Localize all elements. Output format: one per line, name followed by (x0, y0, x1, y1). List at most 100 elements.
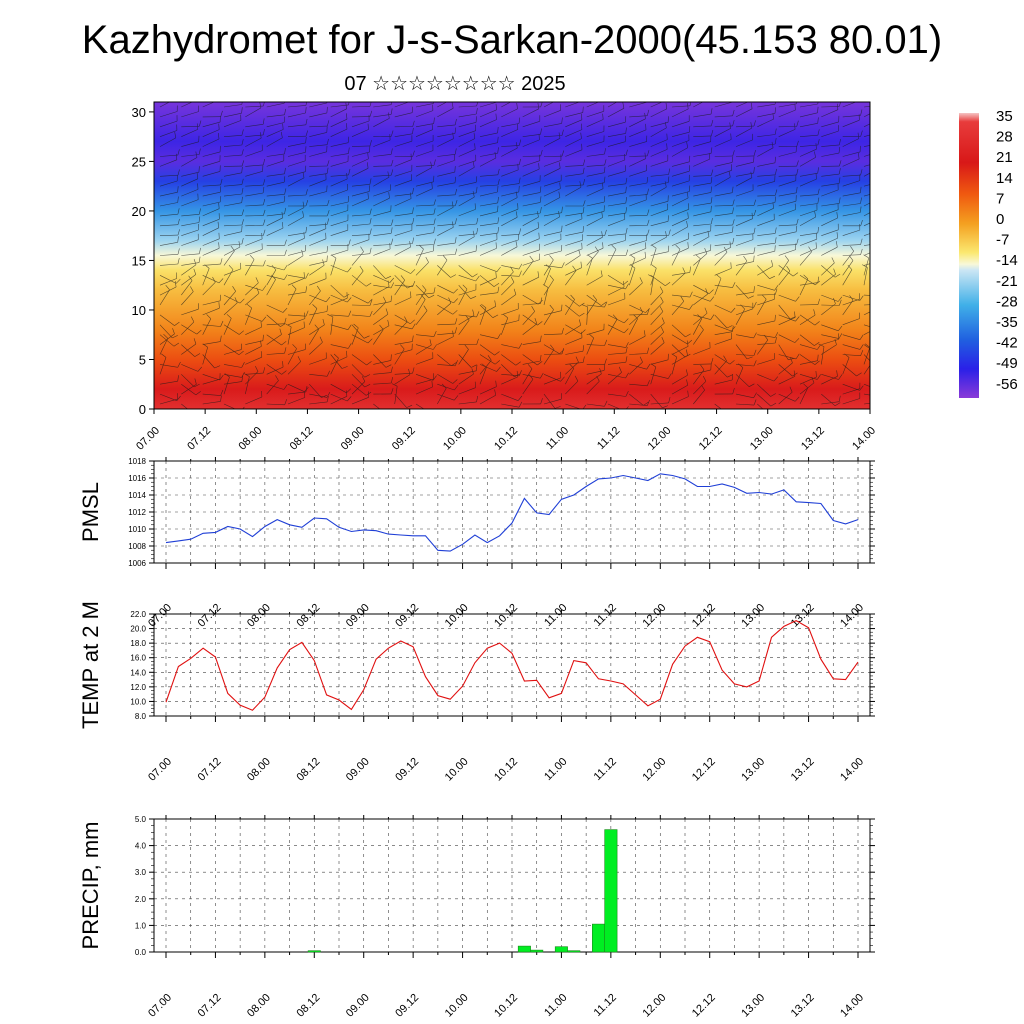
wind-barb-shaft (607, 374, 626, 379)
wind-barb-flag (814, 151, 816, 158)
wind-barb-flag (561, 206, 563, 213)
wind-barb-flag (495, 360, 500, 365)
wind-barb-shaft (735, 261, 754, 266)
wind-barb-shaft (863, 145, 870, 147)
wind-barb-flag (560, 376, 565, 382)
wind-barb-shaft (309, 308, 318, 325)
wind-barb-flag (326, 305, 328, 312)
wind-barb-flag (327, 120, 330, 127)
wind-barb-flag (346, 172, 348, 180)
wind-barb-shaft (629, 182, 648, 187)
wind-barb-shaft (799, 278, 809, 296)
wind-barb-shaft (863, 164, 870, 167)
wind-barb-shaft (757, 181, 775, 187)
wind-barb-flag (775, 288, 778, 295)
wind-barb-shaft (671, 272, 686, 286)
wind-barb-flag (476, 186, 478, 193)
wind-barb-shaft (565, 294, 580, 307)
wind-barb-shaft (415, 248, 424, 266)
wind-barb-flag (364, 384, 371, 388)
wind-barb-shaft (607, 202, 626, 207)
wind-barb-shaft (693, 312, 708, 326)
wind-barb-shaft (223, 120, 242, 128)
wind-barb-flag (517, 123, 519, 130)
wind-barb-shaft (245, 346, 262, 355)
x-tick-label: 12.00 (640, 602, 668, 630)
wind-barb-flag (579, 181, 582, 188)
wind-barb-shaft (629, 361, 643, 375)
wind-barb-flag (326, 395, 329, 402)
wind-barb-flag (518, 263, 523, 270)
wind-barb-flag (197, 94, 198, 100)
wind-barb-shaft (373, 301, 387, 316)
wind-barb-shaft (266, 279, 276, 296)
wind-barb-flag (561, 262, 565, 268)
wind-barb-flag (687, 242, 689, 249)
wind-barb-flag (686, 191, 689, 199)
wind-barb-flag (729, 360, 735, 365)
wind-barb-shaft (351, 294, 369, 304)
y-axis-title: PMSL (78, 482, 103, 542)
wind-barb-shaft (607, 286, 625, 296)
wind-barb-flag (538, 232, 540, 239)
wind-barb-flag (455, 188, 457, 195)
wind-barb-shaft (735, 284, 749, 299)
wind-barb-shaft (799, 144, 818, 147)
wind-barb-shaft (607, 249, 617, 266)
wind-barb-flag (220, 178, 223, 185)
wind-barb-shaft (202, 263, 221, 266)
wind-barb-flag (838, 333, 843, 339)
wind-barb-shaft (629, 393, 644, 406)
wind-barb-flag (519, 228, 521, 235)
wind-barb-shaft (543, 333, 563, 335)
wind-barb-flag (833, 268, 836, 275)
wind-barb-flag (473, 132, 476, 139)
wind-barb-flag (341, 366, 348, 369)
wind-barb-flag (623, 318, 629, 324)
wind-barb-shaft (159, 234, 179, 236)
wind-barb-shaft (607, 275, 624, 286)
wind-barb-shaft (394, 213, 413, 217)
wind-barb-flag (558, 132, 561, 139)
wind-barb-flag (792, 272, 799, 277)
wind-barb-flag (682, 267, 686, 274)
wind-barb-shaft (650, 311, 664, 326)
x-tick-label: 07.00 (146, 756, 174, 784)
wind-barb-flag (772, 202, 774, 209)
wind-barb-shaft (479, 174, 498, 177)
wind-barb-shaft (394, 297, 412, 306)
wind-barb-shaft (479, 152, 498, 157)
wind-barb-shaft (202, 282, 216, 296)
wind-barb-flag (367, 123, 369, 130)
wind-barb-flag (582, 106, 584, 113)
wind-barb-shaft (394, 243, 413, 246)
wind-barb-shaft (437, 227, 454, 236)
wind-barb-shaft (607, 159, 625, 167)
wind-barb-shaft (458, 138, 475, 147)
wind-barb-flag (302, 171, 305, 178)
wind-barb-flag (589, 333, 594, 339)
wind-barb-shaft (287, 207, 305, 217)
wind-barb-flag (408, 368, 411, 375)
wind-barb-shaft (245, 204, 264, 207)
wind-barb-flag (177, 229, 180, 236)
wind-barb-shaft (629, 248, 647, 256)
wind-barb-flag (495, 113, 497, 120)
wind-barb-shaft (757, 147, 774, 157)
wind-barb-flag (347, 136, 350, 143)
wind-barb-flag (369, 110, 373, 117)
wind-barb-shaft (287, 383, 305, 392)
wind-barb-shaft (458, 122, 477, 128)
wind-barb-shaft (586, 373, 602, 385)
wind-barb-shaft (351, 184, 370, 187)
wind-barb-shaft (565, 248, 583, 256)
wind-barb-flag (817, 106, 819, 113)
wind-barb-shaft (458, 130, 476, 137)
wind-barb-flag (471, 368, 474, 375)
wind-barb-shaft (245, 184, 264, 187)
wind-barb-flag (686, 379, 688, 386)
wind-barb-flag (647, 150, 650, 156)
wind-barb-flag (796, 160, 799, 167)
wind-barb-flag (716, 274, 722, 279)
